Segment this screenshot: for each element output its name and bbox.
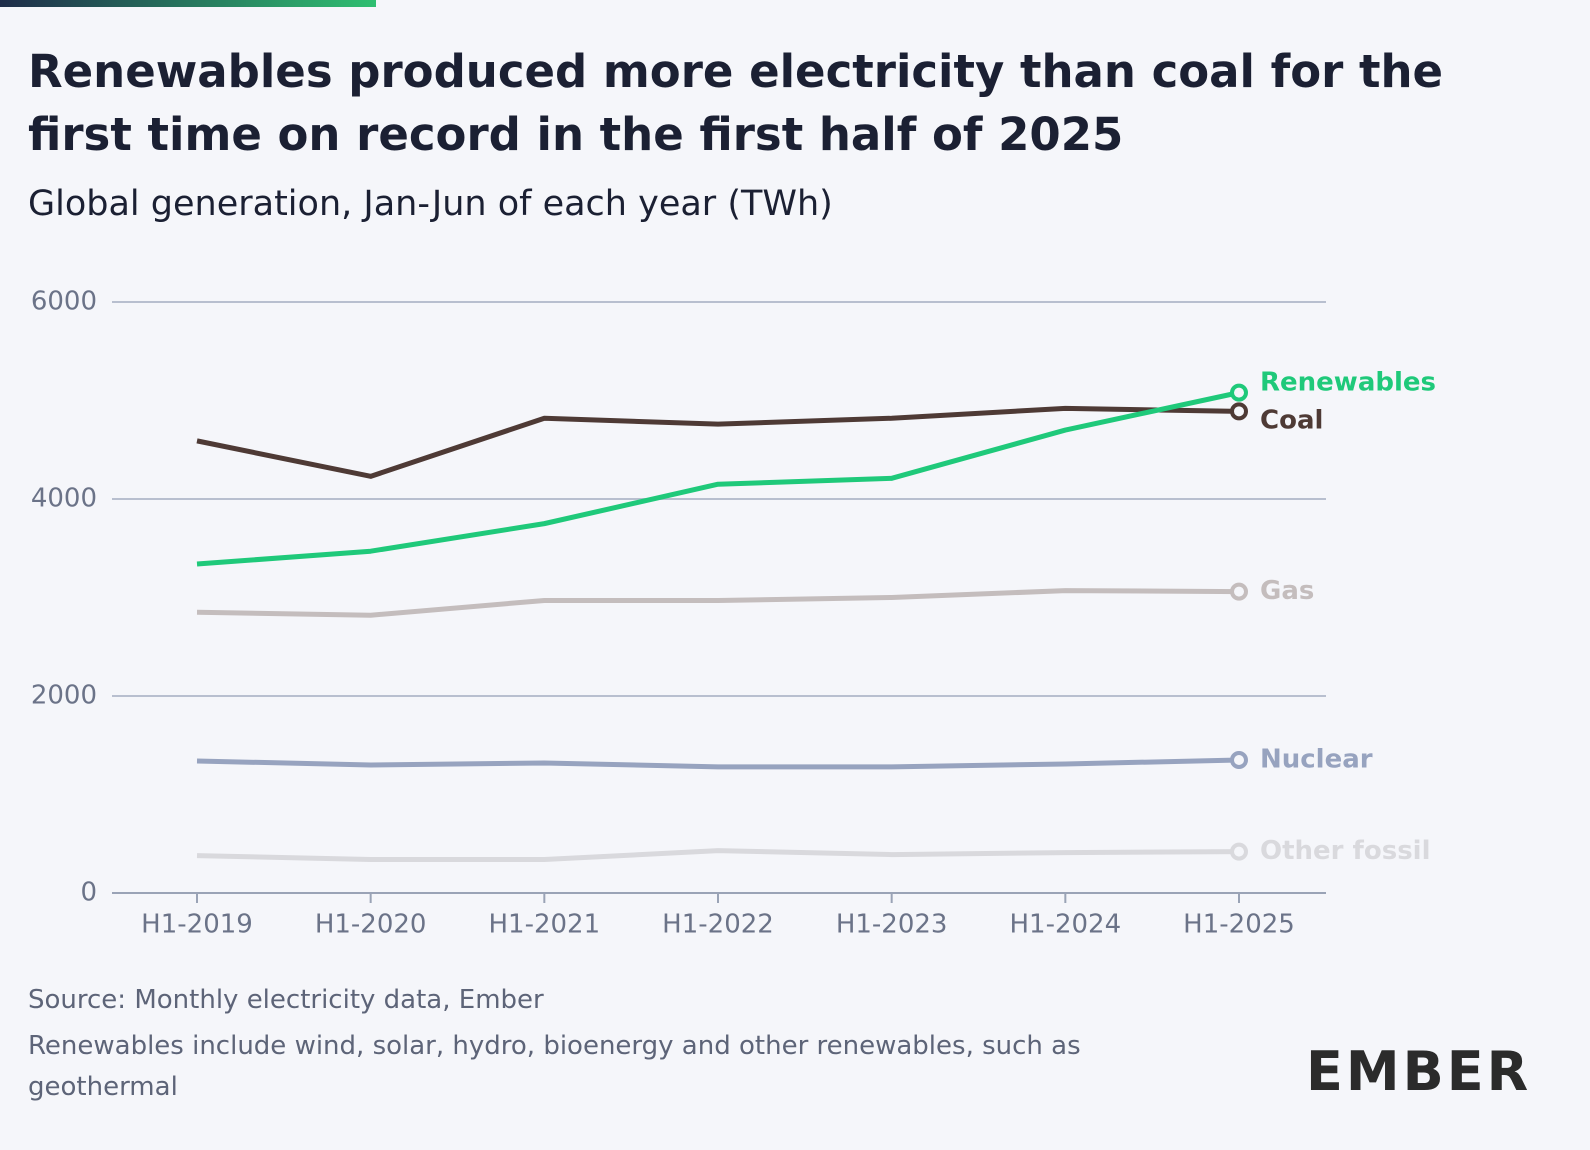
end-marker (1230, 383, 1248, 402)
source-note: Source: Monthly electricity data, Ember (28, 985, 544, 1015)
x-tick-label: H1-2024 (1010, 910, 1122, 940)
y-tick-label: 6000 (31, 287, 97, 317)
series-line (196, 848, 1240, 863)
logo: EMBER (1306, 1040, 1532, 1103)
x-tick-label: H1-2021 (489, 910, 601, 940)
x-tick-label: H1-2019 (141, 910, 253, 940)
series-label: Nuclear (1260, 745, 1373, 775)
accent-bar (0, 0, 376, 7)
series-line (196, 757, 1240, 770)
x-tick-label: H1-2023 (836, 910, 948, 940)
x-tick-label: H1-2025 (1183, 910, 1295, 940)
series-line (196, 390, 1240, 567)
footnote: Renewables include wind, solar, hydro, b… (28, 1031, 1081, 1102)
chart-subtitle: Global generation, Jan-Jun of each year … (28, 184, 833, 224)
y-tick-label: 0 (80, 878, 97, 908)
x-tick-label: H1-2022 (662, 910, 774, 940)
end-marker (1230, 751, 1248, 770)
series-label: Other fossil (1260, 836, 1431, 866)
y-tick-label: 2000 (31, 681, 97, 711)
chart-title: Renewables produced more electricity tha… (28, 45, 1444, 161)
series-label: Renewables (1260, 367, 1436, 397)
end-marker (1230, 582, 1248, 601)
series-line (196, 588, 1240, 618)
series-line (196, 405, 1240, 479)
end-marker (1230, 402, 1248, 421)
chart: 0 2000 4000 6000 H1-2019 H1-2020 H1-2021 H1-202… (31, 287, 1436, 940)
end-marker (1230, 842, 1248, 861)
y-tick-label: 4000 (31, 484, 97, 514)
x-tick-label: H1-2020 (315, 910, 427, 940)
series-label: Coal (1260, 405, 1323, 435)
series-label: Gas (1260, 576, 1314, 606)
